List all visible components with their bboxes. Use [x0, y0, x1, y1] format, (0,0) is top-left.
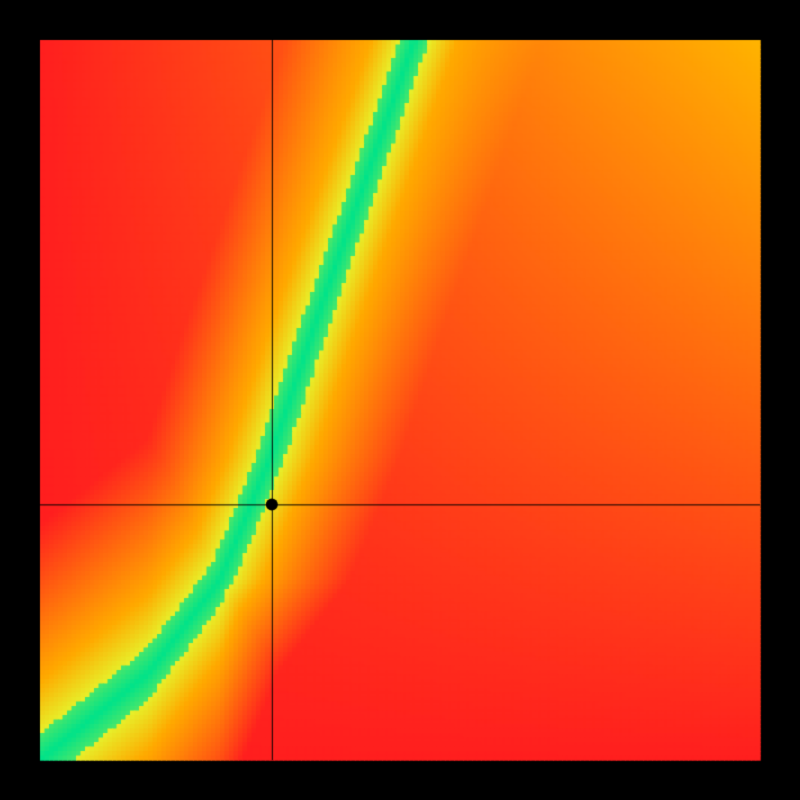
bottleneck-heatmap: [0, 0, 800, 800]
chart-container: TheBottleneck.com: [0, 0, 800, 800]
